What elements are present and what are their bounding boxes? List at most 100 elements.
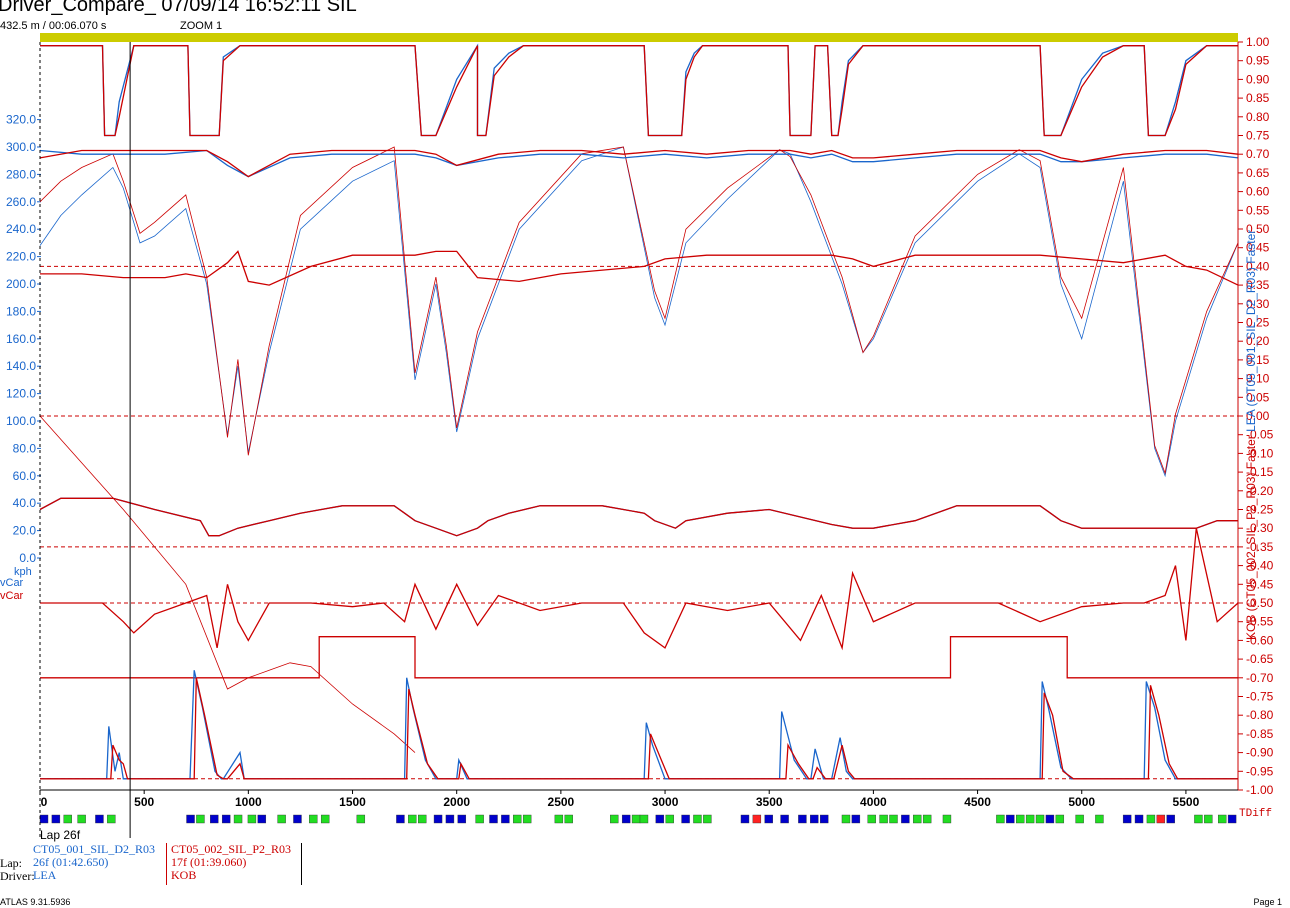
sector-marker [693,814,702,824]
sector-marker [810,814,819,824]
y-tick-label: 160.0 [6,332,36,346]
y2-tick-label: 0.70 [1246,147,1270,161]
legend-divider [166,843,167,885]
sector-marker [867,814,876,824]
sector-marker [501,814,510,824]
y-tick-label: 220.0 [6,250,36,264]
y2-tick-label: -0.25 [1246,503,1274,517]
sector-marker [433,814,443,824]
unit-vcar-blue-label: vCar [0,577,24,589]
sector-marker [1134,814,1144,824]
sector-marker [1122,814,1132,824]
y-tick-label: 60.0 [13,469,37,483]
sector-marker [639,814,649,824]
right-axis: 1.00 0.95 0.90 0.85 0.80 0.75 0.70 0.65 0.60 0.55… [1238,35,1274,797]
x-tick-label: 3000 [652,795,679,809]
sector-marker [522,814,532,824]
y2-tick-label: 0.25 [1246,316,1270,330]
x-tick-label: 500 [134,795,154,809]
y2-tick-label: -0.05 [1246,428,1274,442]
legend-blue-session: CT05_001_SIL_D2_R03 [33,842,156,856]
sector-marker [63,814,72,824]
x-tick-label: 3500 [756,795,783,809]
sector-marker [740,814,750,824]
sector-marker [1204,814,1213,824]
sector-marker [1016,814,1025,824]
series-rpm_band-line [39,149,1239,178]
y2-tick-label: 0.85 [1246,91,1270,105]
sector-strip[interactable] [39,814,1237,824]
lap-marker[interactable]: Lap 26f [40,828,81,842]
series-layer [39,43,1239,780]
sector-marker [1025,814,1035,824]
sector-marker [942,814,952,824]
series-gear-line [39,497,1238,537]
y2-tick-label: -0.40 [1246,559,1274,573]
right-axis-title-lea: LEA (CT05_001_SIL_D2_R03) [1244,267,1258,432]
y2-tick-label: 0.80 [1246,110,1270,124]
series-vCar-line [39,146,1239,475]
y2-tick-label: -0.45 [1246,577,1274,591]
sector-marker [247,814,257,824]
unit-vcar-red-label: vCar [0,590,24,602]
legend-red-driver: KOB [171,868,197,882]
sector-marker [1035,814,1045,824]
sector-marker [621,814,631,824]
right-axis-title-kob: KOB (CT05_002_SIL_P2_R03) [1244,473,1258,640]
y-tick-label: 20.0 [13,524,37,538]
sector-marker [320,814,330,824]
sector-marker [1217,814,1227,824]
sector-marker [95,814,104,824]
x-tick-label: 4000 [860,795,887,809]
legend-blue-column[interactable]: CT05_001_SIL_D2_R03 26f (01:42.650) LEA [33,843,155,882]
sector-marker [1194,814,1203,824]
sector-marker [39,814,49,824]
y2-tick-label: -0.95 [1246,764,1274,778]
zoom-label[interactable]: ZOOM 1 [180,20,223,32]
y2-tick-label: 0.95 [1246,54,1270,68]
legend-red-session: CT05_002_SIL_P2_R03 [171,842,292,856]
series-rpm_band-line [39,149,1239,178]
y2-tick-label: -0.80 [1246,708,1274,722]
y-tick-label: 0.0 [19,551,36,565]
y2-tick-label: 0.05 [1246,390,1270,404]
sector-marker [107,814,116,824]
sector-marker [1227,814,1237,824]
sector-marker [780,814,789,824]
zoom-bar[interactable] [40,33,1238,42]
sector-marker [408,814,417,824]
x-axis: 0 500 1000 1500 2000 2500 3000 3500 4000 4500 5000… [39,790,1200,809]
legend-blue-lap: 26f (01:42.650) [33,855,109,869]
sector-marker [489,814,498,824]
y-tick-label: 300.0 [6,140,36,154]
unit-kph-label: kph [14,566,32,578]
legend-blue-driver: LEA [33,868,57,882]
sector-marker [1055,814,1065,824]
legend-red-column[interactable]: CT05_002_SIL_P2_R03 17f (01:39.060) KOB [171,843,291,882]
sector-marker [233,814,243,824]
sector-marker [475,814,484,824]
y2-tick-label: 0.50 [1246,222,1270,236]
sector-marker [418,814,427,824]
x-tick-label: 1500 [339,795,366,809]
sector-marker [564,814,573,824]
y2-tick-label: -0.55 [1246,615,1274,629]
sector-marker [1006,814,1015,824]
y2-tick-label: 0.35 [1246,278,1270,292]
legend-row-labels: Lap: Driver: [0,857,35,883]
x-tick-label: 5500 [1173,795,1200,809]
y2-tick-label: -0.10 [1246,446,1274,460]
y2-tick-label: 0.20 [1246,334,1270,348]
sector-marker [186,814,195,824]
y-tick-label: 320.0 [6,113,36,127]
sector-marker [1166,814,1175,824]
y2-tick-label: 0.65 [1246,166,1270,180]
y2-tick-label: 0.55 [1246,203,1270,217]
sector-marker [901,814,910,824]
footer-version: ATLAS 9.31.5936 [0,897,71,907]
sector-marker [681,814,690,824]
sector-marker [356,814,366,824]
sector-marker [851,814,861,824]
legend-lap-label: Lap: [0,856,22,870]
